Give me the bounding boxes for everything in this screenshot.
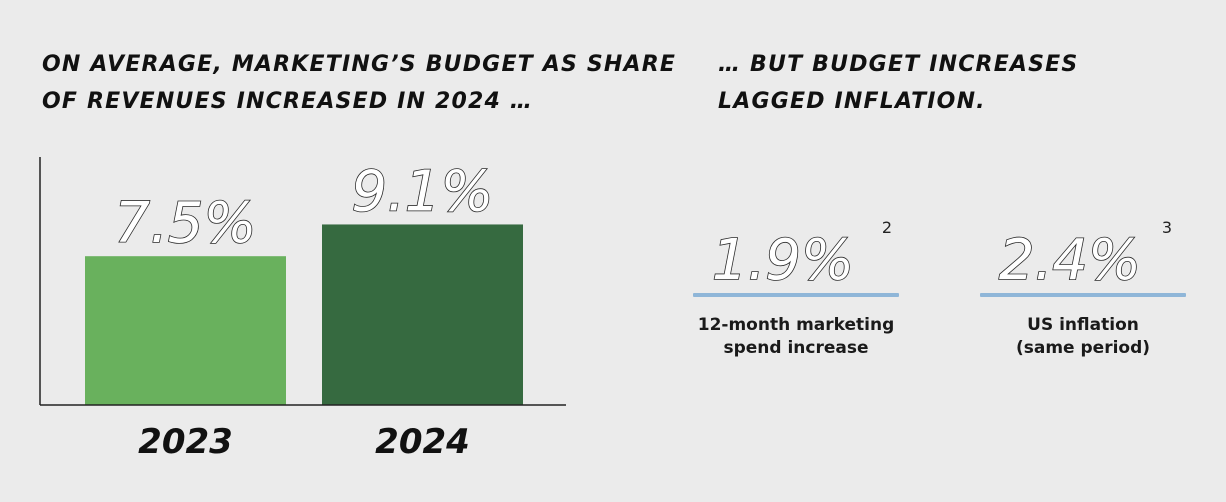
- right-heading-line-1: … BUT BUDGET INCREASES: [718, 52, 1079, 77]
- us-inflation-divider: [980, 293, 1186, 297]
- marketing-spend-caption: 12-month marketing spend increase: [693, 314, 899, 360]
- marketing-spend-value: 1.9%: [712, 228, 854, 293]
- left-heading-line-1: ON AVERAGE, MARKETING’S BUDGET AS SHARE: [42, 52, 677, 77]
- marketing-spend-caption-line-1: 12-month marketing: [697, 315, 895, 335]
- marketing-spend-stat: 1.9% 2 12-month marketing spend increase: [693, 205, 899, 360]
- bar-2023: [85, 256, 286, 405]
- budget-share-bar-chart: 7.5% 2023 9.1% 2024: [39, 157, 566, 462]
- us-inflation-caption: US inflation (same period): [980, 314, 1186, 360]
- marketing-spend-caption-line-2: spend increase: [723, 338, 869, 358]
- category-label-2024: 2024: [375, 422, 470, 462]
- bar-value-label-2024: 9.1%: [351, 159, 493, 224]
- right-heading-line-2: LAGGED INFLATION.: [718, 89, 986, 114]
- left-heading: ON AVERAGE, MARKETING’S BUDGET AS SHARE …: [42, 46, 676, 120]
- us-inflation-stat: 2.4% 3 US inflation (same period): [980, 205, 1186, 360]
- us-inflation-footnote: 3: [1162, 218, 1172, 237]
- marketing-spend-figure: 1.9% 2: [693, 205, 899, 294]
- marketing-spend-footnote: 2: [882, 218, 892, 237]
- marketing-spend-divider: [693, 293, 899, 297]
- marketing-spend-figure-graphic: 1.9% 2: [711, 218, 892, 294]
- right-heading: … BUT BUDGET INCREASES LAGGED INFLATION.: [718, 46, 1078, 120]
- bar-2024: [322, 224, 523, 405]
- us-inflation-caption-line-2: (same period): [1015, 338, 1151, 358]
- category-label-2023: 2023: [138, 422, 233, 462]
- left-heading-line-2: OF REVENUES INCREASED IN 2024 …: [42, 89, 534, 114]
- us-inflation-figure: 2.4% 3: [980, 205, 1186, 294]
- us-inflation-value: 2.4%: [999, 228, 1141, 293]
- bar-value-label-2023: 7.5%: [114, 191, 256, 256]
- us-inflation-caption-line-1: US inflation: [1027, 315, 1139, 335]
- us-inflation-figure-graphic: 2.4% 3: [998, 218, 1172, 294]
